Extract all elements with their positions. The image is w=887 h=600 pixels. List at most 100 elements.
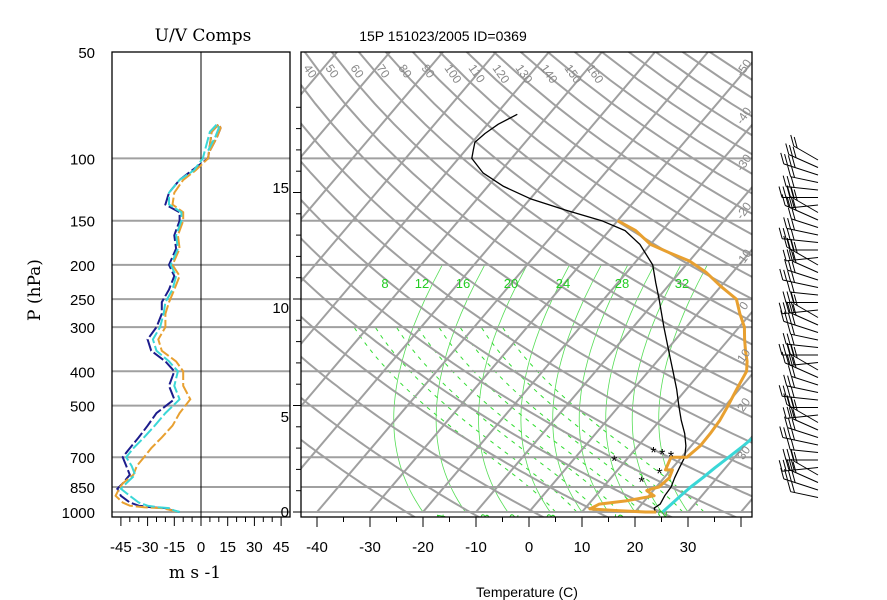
dry-adiabat: [438, 52, 752, 279]
mixing-ratio-line: [478, 264, 528, 513]
uv-x-tick-label: -15: [163, 539, 185, 556]
wind-barb-feather: [780, 467, 785, 480]
skewt-x-tick-label: 10: [574, 539, 591, 556]
wind-barb-feather: [786, 185, 791, 197]
wind-barb-feather: [790, 343, 795, 356]
wind-barb-shaft: [790, 353, 819, 371]
isotherm: [301, 52, 338, 96]
wind-barb-feather: [782, 407, 787, 419]
wind-barb-feather: [790, 186, 795, 198]
wind-barb-feather: [779, 268, 784, 281]
wind-barb-feather: [786, 175, 791, 188]
wind-barb-feather: [788, 197, 793, 209]
wind-barb-feather: [778, 343, 783, 356]
wind-barb-feather: [791, 313, 796, 326]
wind-barb-shaft: [786, 385, 819, 393]
wind-barb-feather: [787, 270, 792, 282]
uv-y-tick-label: 400: [70, 364, 95, 381]
mixing-ratio-bottom-label: 2: [507, 512, 522, 521]
moist-adiabat: [459, 326, 662, 513]
wind-barb-feather: [790, 438, 795, 451]
mixing-ratio-label: 8: [381, 276, 388, 291]
wind-barb-feather: [791, 156, 796, 168]
uv-series-line: [119, 122, 220, 513]
uv-panel-title: U/V Comps: [155, 26, 252, 46]
skewt-series-group: [471, 113, 752, 514]
isotherm: [301, 52, 550, 346]
wind-barb-feather: [790, 301, 795, 313]
wind-barb-shaft: [790, 491, 819, 498]
wind-barb-feather: [788, 354, 793, 367]
dry-adiabat-label: 60: [348, 62, 367, 81]
wind-barb-feather: [790, 344, 795, 357]
wind-barb-feather: [790, 248, 795, 261]
wind-barb-feather: [790, 449, 795, 462]
wind-barb-shaft: [787, 427, 819, 438]
wind-barb-feather: [784, 258, 789, 271]
wind-barb-shaft: [791, 218, 819, 228]
isotherm: [301, 52, 656, 471]
wind-barb-feather: [778, 186, 783, 198]
mixing-ratio-bottom-label: 4: [434, 512, 449, 521]
wind-barb-feather: [786, 333, 791, 345]
wind-barb-feather: [788, 459, 793, 472]
wind-barb-feather: [790, 406, 795, 418]
wind-barb-feather: [792, 251, 797, 263]
uv-y-tick-label: 200: [70, 258, 95, 275]
wind-barb-feather: [787, 312, 792, 324]
star-marker: *: [638, 474, 644, 491]
wind-barb-feather: [783, 427, 788, 439]
wind-barb-feather: [792, 409, 797, 421]
wind-barb-feather: [786, 342, 791, 355]
dry-adiabat: [301, 355, 546, 517]
wind-barb-feather: [793, 136, 798, 149]
star-marker: *: [611, 454, 617, 471]
wind-barb-feather: [781, 351, 786, 363]
wind-barb-shaft: [788, 154, 819, 168]
moist-adiabat: [395, 326, 599, 513]
moist-adiabat-label: 10: [734, 346, 753, 365]
wind-barb-shaft: [786, 414, 819, 419]
skewt-x-tick-label: 30: [680, 539, 697, 556]
dry-adiabat-label: 80: [396, 62, 415, 81]
wind-barb-feather: [782, 333, 787, 345]
mixing-ratio-bottom-label: 3: [544, 512, 559, 521]
wind-barb-feather: [786, 228, 791, 240]
isotherm: [475, 185, 752, 513]
isotherm: [301, 52, 391, 159]
uv-y-tick-label: 850: [70, 480, 95, 497]
wind-barb-shaft: [782, 279, 819, 288]
wind-barb-feather: [783, 374, 788, 386]
wind-barb-feather: [788, 407, 793, 419]
dry-adiabat: [301, 438, 417, 517]
isotherms: [301, 52, 752, 513]
dry-adiabat: [384, 52, 752, 323]
moist-adiabat: [417, 326, 620, 513]
wind-barb-feather: [790, 187, 795, 199]
wind-barb-shaft: [790, 176, 819, 183]
height-tick-label: 0: [281, 504, 289, 521]
wind-barb-feather: [787, 480, 792, 492]
wind-barb-shaft: [782, 437, 819, 446]
dry-adiabat: [681, 52, 752, 100]
skewt-series-line: [661, 436, 752, 514]
wind-barb-feather: [787, 417, 792, 429]
wind-barb-feather: [786, 459, 791, 471]
wind-barb-feather: [782, 228, 787, 240]
dry-adiabat: [301, 121, 752, 444]
mixing-ratio-label: 32: [675, 276, 689, 291]
skewt-x-tick-label: -30: [359, 539, 381, 556]
wind-barb-feather: [788, 249, 793, 262]
wind-barb-feather: [784, 416, 789, 428]
wind-barb-feather: [790, 238, 795, 251]
isotherm: [528, 248, 752, 513]
uv-y-tick-label: 100: [70, 151, 95, 168]
isotherm: [422, 123, 752, 513]
wind-barb-shaft: [790, 449, 819, 453]
star-marker: *: [668, 449, 674, 466]
uv-series-line: [114, 122, 222, 513]
wind-barb-feather: [791, 376, 796, 388]
wind-barb-shaft: [790, 196, 819, 213]
wind-barb-shaft: [783, 320, 819, 333]
